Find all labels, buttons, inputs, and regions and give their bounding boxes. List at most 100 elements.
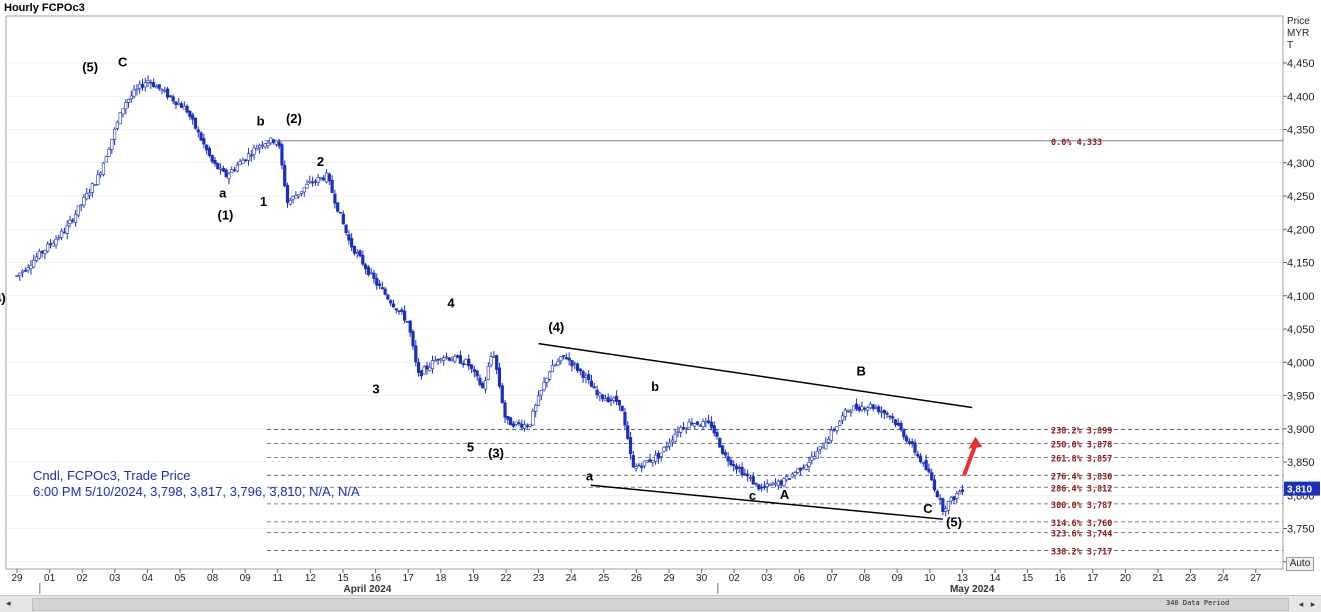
scroll-thumb[interactable]: [32, 598, 1289, 611]
candle: [620, 405, 624, 412]
candle-body: [785, 476, 789, 481]
x-tick-label: 17: [403, 573, 415, 584]
candle-body: [843, 409, 847, 417]
candle: [386, 293, 390, 301]
candle-body: [18, 272, 22, 276]
candle: [118, 112, 122, 125]
candle-body: [871, 404, 875, 409]
scroll-right-icon[interactable]: ▸: [1310, 599, 1316, 609]
candle-body: [227, 173, 231, 179]
candle: [667, 438, 672, 451]
candle-body: [157, 84, 161, 89]
candle-body: [40, 250, 44, 254]
candle-body: [428, 366, 432, 372]
candle: [288, 197, 292, 206]
candle: [578, 368, 582, 376]
candle-body: [662, 446, 666, 452]
candle-body: [495, 355, 499, 370]
candle-body: [202, 138, 206, 145]
candle-body: [567, 357, 571, 361]
axis-header-currency: MYR: [1287, 28, 1310, 39]
candle-body: [525, 425, 529, 428]
candle: [601, 393, 605, 402]
candle: [330, 175, 334, 194]
candle: [205, 144, 209, 155]
candle-body: [924, 460, 928, 470]
candle-body: [511, 423, 516, 427]
candle: [634, 463, 638, 472]
candle-body: [277, 141, 281, 147]
candle: [916, 450, 920, 459]
candle: [902, 428, 906, 441]
candle: [135, 84, 139, 96]
wave-label: C: [118, 54, 128, 69]
month-label: April 2024: [344, 584, 392, 595]
scroll-left-icon[interactable]: ◂: [1298, 599, 1304, 609]
x-tick-label: 19: [468, 573, 480, 584]
candle: [932, 475, 937, 493]
candle: [165, 86, 170, 100]
candle-body: [623, 412, 627, 426]
candle-body: [863, 408, 867, 410]
y-tick-label: 3,900: [1287, 424, 1315, 436]
candle-body: [949, 496, 953, 502]
wave-label: (1): [217, 207, 233, 222]
candle-body: [311, 181, 315, 184]
candle-body: [684, 427, 688, 430]
x-tick-label: 25: [598, 573, 610, 584]
candle-body: [269, 137, 273, 144]
candle: [503, 399, 507, 423]
candle: [562, 355, 566, 360]
scroll-left-end-icon[interactable]: ◂: [6, 598, 11, 608]
candle: [199, 131, 203, 142]
candle-body: [405, 321, 410, 323]
candle: [124, 99, 128, 115]
candle: [556, 358, 560, 367]
candle-body: [37, 251, 41, 259]
candle: [684, 427, 688, 434]
candle: [500, 382, 504, 404]
candle-body: [804, 464, 808, 470]
candle-body: [782, 478, 786, 486]
candle-body: [403, 310, 407, 321]
candle: [405, 320, 410, 323]
candle-body: [497, 367, 502, 387]
candle: [121, 108, 125, 118]
candle-body: [87, 192, 92, 196]
auto-scale-button[interactable]: Auto: [1286, 557, 1314, 571]
candle-body: [135, 88, 139, 91]
candle: [249, 150, 253, 162]
candle: [372, 269, 376, 284]
candle: [126, 98, 131, 108]
candle-body: [20, 270, 25, 274]
candle-body: [935, 491, 939, 498]
candle-body: [82, 197, 86, 206]
candle: [327, 172, 331, 186]
candle: [732, 460, 736, 472]
candle-body: [65, 225, 69, 234]
axis-header-unit: T: [1287, 40, 1294, 51]
candle-body: [285, 185, 290, 203]
candle: [266, 140, 270, 149]
candle: [712, 421, 716, 437]
candle-body: [584, 375, 588, 379]
candle-body: [796, 468, 800, 473]
candle-body: [681, 427, 686, 430]
candle-body: [330, 179, 334, 193]
candle-body: [720, 445, 725, 454]
candle: [695, 421, 700, 426]
candle-body: [548, 371, 552, 380]
y-tick-label: 4,450: [1287, 58, 1315, 70]
candle-body: [522, 424, 527, 429]
candle: [693, 422, 697, 430]
candle-body: [550, 365, 555, 373]
candle: [246, 147, 251, 166]
candle: [358, 249, 362, 258]
wave-label: 5: [467, 439, 474, 454]
candle-body: [216, 162, 220, 170]
candle-body: [723, 452, 727, 456]
fib-label: 276.4% 3,830: [1051, 472, 1112, 482]
candle-body: [787, 478, 792, 480]
horizontal-scrollbar[interactable]: ◂ 340 Data Period ◂ ▸: [0, 595, 1321, 612]
